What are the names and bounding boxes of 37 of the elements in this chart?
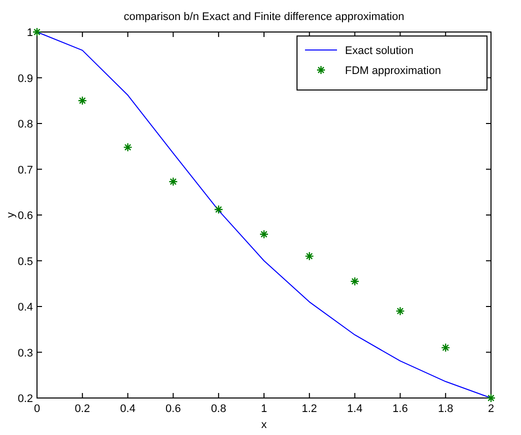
x-tick-label: 0.4 <box>120 403 136 415</box>
x-tick-label: 1.4 <box>347 403 362 415</box>
y-axis-title: y <box>5 212 17 218</box>
x-tick-label: 1 <box>260 403 268 415</box>
point <box>350 276 360 286</box>
y-tick-label: 0.7 <box>18 164 33 176</box>
legend-label: Exact solution <box>345 45 414 57</box>
y-tick-label: 0.3 <box>18 347 33 360</box>
x-axis-title: x <box>261 419 268 431</box>
x-tick-label: 1.2 <box>302 403 318 415</box>
y-tick-label: 0.6 <box>18 210 33 222</box>
point <box>168 177 178 186</box>
y-tick-label: 0.4 <box>18 302 33 314</box>
x-tick-label: 2 <box>488 403 494 415</box>
y-tick-label: 0.8 <box>18 118 33 130</box>
point <box>304 252 314 261</box>
point <box>396 306 405 316</box>
x-tick-label: 0.8 <box>210 403 226 415</box>
x-tick-label: 0 <box>34 403 40 415</box>
point <box>259 230 269 239</box>
y-tick-label: 1 <box>26 27 33 39</box>
point <box>32 27 42 37</box>
legend-label: FDM approximation <box>345 65 441 77</box>
point <box>486 393 496 403</box>
point <box>123 142 132 152</box>
point <box>214 204 224 214</box>
point <box>441 343 450 352</box>
line-series <box>36 32 492 398</box>
chart-title: comparison b/n Exact and Finite difference approximation <box>124 11 404 23</box>
x-tick-label: 1.6 <box>392 403 408 415</box>
y-tick-label: 0.5 <box>18 256 33 268</box>
x-tick-label: 0.6 <box>166 403 181 415</box>
y-tick-label: 0.2 <box>18 393 33 405</box>
x-tick-label: 1.8 <box>438 403 454 415</box>
x-tick-label: 0.2 <box>74 403 90 415</box>
y-tick-label: 0.9 <box>18 72 33 85</box>
point <box>78 96 87 106</box>
